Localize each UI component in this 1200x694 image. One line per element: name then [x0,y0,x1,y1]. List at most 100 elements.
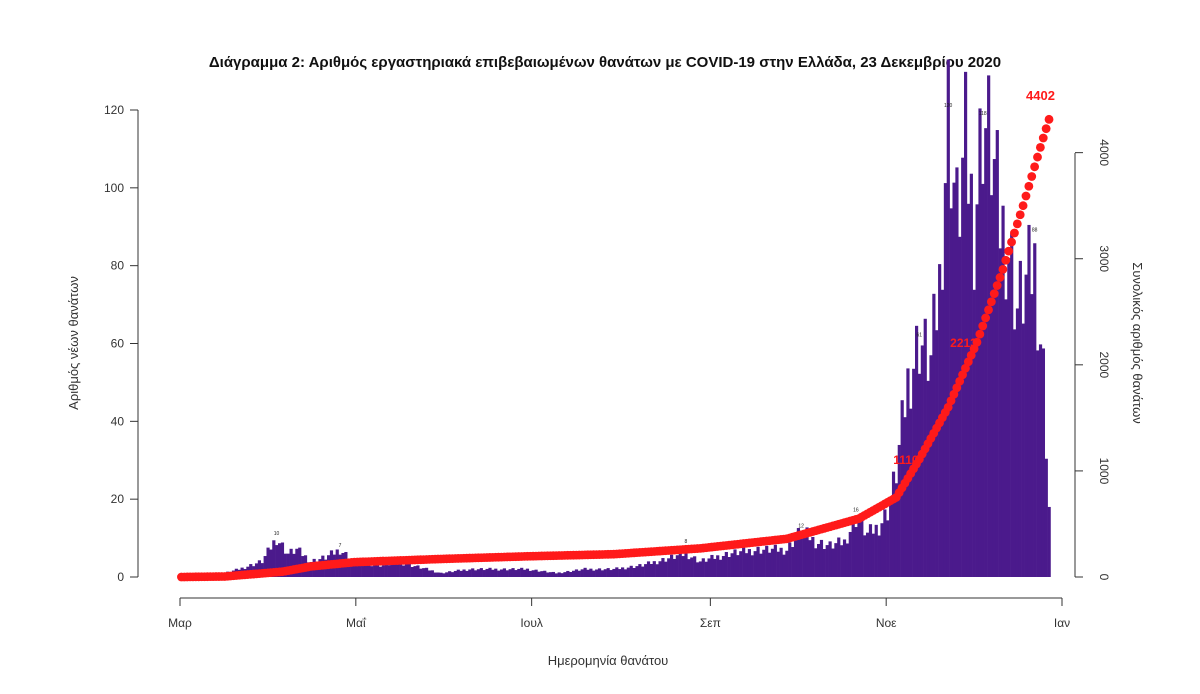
daily-death-bar [866,532,870,577]
daily-death-bar [863,535,867,577]
daily-death-bar [868,524,873,577]
daily-death-bar [672,558,677,577]
daily-death-bar [943,183,948,577]
chart-title: Διάγραμμα 2: Αριθμός εργαστηριακά επιβεβ… [209,54,1001,71]
cumulative-deaths-series [177,114,1054,582]
daily-death-bar [361,560,365,577]
daily-death-bar [370,566,374,577]
daily-death-bar [886,520,890,577]
daily-death-bar [448,571,452,577]
y2-tick-label: 2000 [1097,351,1111,378]
daily-death-bar [352,559,357,577]
daily-death-bar [416,565,420,577]
daily-death-bar [1044,458,1048,577]
daily-death-bar [442,573,446,577]
daily-death-bar [721,555,726,577]
daily-death-bar [831,548,835,577]
daily-death-bar [733,549,737,577]
daily-death-bar [687,559,691,577]
daily-death-bar [747,549,752,577]
cumulative-point [1024,181,1034,191]
daily-death-bar [1004,299,1008,577]
daily-death-bar [1001,205,1005,578]
daily-death-bar [534,569,538,577]
daily-death-bar [840,545,844,577]
cumulative-point [1033,152,1042,162]
daily-death-bar [966,203,971,577]
daily-death-bar [514,570,518,577]
cumulative-point [978,321,988,331]
daily-death-bar [785,550,789,577]
daily-death-bar [488,567,492,577]
daily-death-bar [286,553,290,577]
daily-death-bar [811,536,815,577]
y2-tick-label: 0 [1097,574,1111,581]
daily-death-bar [693,556,697,577]
cumulative-annotations: 1110 2213 4402 [893,88,1055,467]
daily-death-bar [439,572,443,577]
daily-death-bar [390,562,394,577]
x-tick-label: Σεπ [700,616,721,630]
cumulative-point [1021,191,1031,201]
cumulative-point [1041,124,1051,134]
daily-death-bar [889,497,893,577]
daily-death-bar [998,248,1002,577]
daily-death-bar [626,567,630,577]
daily-death-bar [989,195,994,578]
daily-death-bar [940,289,945,577]
daily-death-bar [756,546,760,577]
daily-death-bar [857,522,861,577]
daily-death-bar [618,569,622,577]
daily-death-bar [704,561,708,577]
daily-death-bar [877,535,881,577]
daily-death-bar [969,173,973,578]
daily-death-bar [909,408,913,577]
daily-death-bar [401,565,406,577]
cumulative-point [989,289,999,299]
bar-value-label: 120 [944,103,953,109]
daily-death-bar [736,555,740,577]
daily-death-bar [430,570,434,577]
daily-death-bar [946,59,950,577]
cumulative-point [1035,142,1045,152]
daily-death-bar [860,519,864,577]
daily-death-bar [854,527,858,577]
daily-death-bar [675,555,679,577]
daily-death-bar [678,551,682,577]
daily-death-bar [1038,344,1043,577]
daily-death-bar [744,553,749,577]
cumulative-point [1038,133,1048,143]
daily-death-bar [1030,294,1034,577]
daily-death-bar [1013,329,1017,577]
cumulative-point [1012,219,1022,229]
cumulative-point [1027,172,1037,181]
daily-death-bar [269,549,273,577]
x-tick-label: Μαΐ [346,616,367,630]
daily-death-bar [796,528,801,577]
daily-death-bar [652,561,656,577]
daily-death-bar [554,573,558,577]
daily-death-bar [364,563,368,577]
daily-death-bar [283,553,287,577]
left-y-axis-label: Αριθμός νέων θανάτων [66,276,81,410]
cumulative-point [1018,201,1028,211]
y2-tick-label: 4000 [1097,139,1111,166]
daily-death-bar [667,558,671,577]
cumulative-point [986,297,996,307]
daily-death-bar [355,563,360,577]
cumulative-point [995,273,1005,282]
daily-death-bar [583,567,587,577]
daily-death-bar [742,547,746,577]
cumulative-point [975,329,985,339]
daily-deaths-bars [211,59,1051,578]
daily-death-bar [609,570,613,577]
daily-death-bar [635,566,639,577]
daily-death-bar [915,325,919,577]
daily-death-bar [791,547,795,577]
daily-death-bar [987,75,991,578]
daily-death-bar [770,548,775,577]
daily-death-bar [546,572,550,577]
daily-death-bar [589,568,593,577]
cumulative-point [984,305,993,315]
daily-death-bar [572,570,576,577]
